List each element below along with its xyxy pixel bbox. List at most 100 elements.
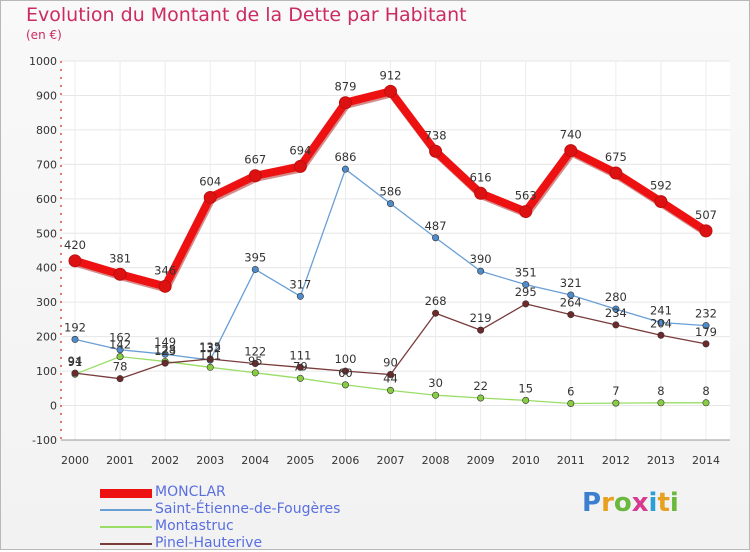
data-point (341, 381, 349, 389)
data-label: 381 (109, 251, 131, 265)
data-point (116, 346, 124, 354)
data-point (341, 165, 349, 173)
legend-swatch (100, 488, 152, 498)
y-tick-label: 1000 (29, 55, 57, 68)
x-tick-label: 2003 (196, 454, 224, 467)
legend-item: Pinel-Hauterive (100, 535, 430, 552)
data-point (567, 399, 575, 407)
legend-swatch (100, 543, 152, 545)
y-tick-label: 0 (50, 400, 57, 413)
data-point (158, 279, 172, 293)
data-label: 395 (244, 250, 266, 264)
data-label: 563 (515, 189, 537, 203)
data-label: 604 (199, 174, 221, 188)
legend-item: MONCLAR (100, 484, 430, 501)
x-tick-label: 2010 (512, 454, 540, 467)
data-label: 44 (383, 371, 398, 385)
data-point (657, 319, 665, 327)
logo-letter: r (601, 488, 614, 518)
data-point (522, 396, 530, 404)
data-label: 179 (695, 325, 717, 339)
data-label: 135 (199, 340, 221, 354)
data-point (477, 394, 485, 402)
y-tick-label: 800 (36, 124, 57, 137)
data-point (116, 353, 124, 361)
data-point (248, 169, 262, 183)
data-point (567, 291, 575, 299)
data-label: 7 (612, 384, 619, 398)
logo-letter: t (657, 488, 670, 518)
data-label: 694 (289, 143, 311, 157)
data-label: 740 (560, 128, 582, 142)
legend-label: MONCLAR (155, 484, 226, 500)
y-tick-label: 600 (36, 193, 57, 206)
x-tick-label: 2005 (286, 454, 314, 467)
data-point (341, 367, 349, 375)
x-tick-label: 2012 (602, 454, 630, 467)
data-label: 879 (334, 80, 356, 94)
data-point (702, 322, 710, 330)
x-tick-label: 2014 (692, 454, 720, 467)
legend-label: Pinel-Hauterive (155, 535, 263, 551)
data-label: 162 (109, 331, 131, 345)
data-point (564, 144, 578, 158)
data-label: 149 (154, 335, 176, 349)
data-label: 128 (154, 342, 176, 356)
data-point (522, 281, 530, 289)
data-label: 241 (650, 304, 672, 318)
data-label: 91 (68, 355, 83, 369)
data-label: 30 (428, 376, 443, 390)
data-point (386, 386, 394, 394)
data-label: 912 (380, 68, 402, 82)
data-label: 60 (338, 366, 353, 380)
data-label: 280 (605, 290, 627, 304)
data-label: 586 (380, 185, 402, 199)
legend-swatch (100, 526, 152, 528)
data-label: 686 (334, 150, 356, 164)
data-point (702, 340, 710, 348)
x-tick-label: 2004 (241, 454, 269, 467)
data-point (296, 374, 304, 382)
logo-letter: x (631, 488, 649, 518)
data-label: 78 (113, 360, 128, 374)
y-tick-label: 400 (36, 262, 57, 275)
data-point (657, 331, 665, 339)
y-tick-label: 500 (36, 227, 57, 240)
data-point (161, 359, 169, 367)
data-point (203, 190, 217, 204)
data-label: 90 (383, 356, 398, 370)
data-point (702, 399, 710, 407)
data-label: 22 (473, 379, 488, 393)
data-label: 192 (64, 320, 86, 334)
y-tick-label: 700 (36, 158, 57, 171)
data-label: 111 (289, 348, 311, 362)
x-tick-label: 2002 (151, 454, 179, 467)
data-label: 321 (560, 276, 582, 290)
data-label: 738 (425, 128, 447, 142)
legend-swatch (100, 509, 152, 511)
data-point (161, 350, 169, 358)
data-point (68, 254, 82, 268)
data-label: 100 (334, 352, 356, 366)
data-label: 204 (650, 316, 672, 330)
data-point (384, 84, 397, 98)
data-point (386, 200, 394, 208)
data-label: 15 (518, 381, 533, 395)
data-point (654, 195, 668, 209)
data-label: 234 (605, 306, 627, 320)
data-label: 675 (605, 150, 627, 164)
logo-letter: i (648, 488, 658, 518)
data-label: 390 (470, 252, 492, 266)
data-label: 264 (560, 296, 582, 310)
data-label: 317 (289, 277, 311, 291)
data-point (432, 391, 440, 399)
data-point (612, 305, 620, 313)
data-label: 616 (470, 170, 492, 184)
data-label: 346 (154, 263, 176, 277)
data-point (477, 326, 485, 334)
data-point (474, 186, 488, 200)
data-point (296, 292, 304, 300)
data-label: 8 (702, 384, 709, 398)
legend-item: Saint-Étienne-de-Fougères (100, 501, 430, 518)
data-point (519, 205, 533, 219)
